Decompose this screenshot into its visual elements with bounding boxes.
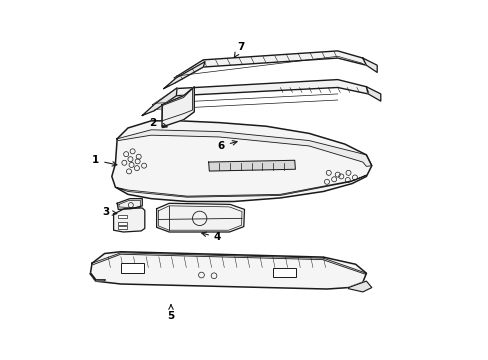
- Polygon shape: [92, 253, 366, 274]
- Polygon shape: [163, 62, 204, 89]
- Text: 2: 2: [149, 118, 167, 128]
- Text: 1: 1: [92, 155, 117, 166]
- Bar: [118, 226, 127, 229]
- Text: 6: 6: [217, 141, 237, 151]
- Polygon shape: [142, 88, 177, 116]
- Polygon shape: [90, 252, 366, 289]
- Polygon shape: [117, 199, 142, 210]
- Bar: [273, 267, 296, 277]
- Polygon shape: [113, 208, 144, 232]
- Polygon shape: [174, 51, 366, 83]
- Text: 7: 7: [234, 42, 244, 58]
- Bar: [118, 222, 127, 225]
- Polygon shape: [90, 273, 105, 281]
- Polygon shape: [348, 281, 371, 292]
- Polygon shape: [362, 58, 376, 72]
- Polygon shape: [153, 80, 367, 111]
- Polygon shape: [162, 87, 194, 127]
- Text: 4: 4: [202, 232, 221, 242]
- Text: 5: 5: [167, 305, 174, 321]
- Polygon shape: [156, 203, 244, 232]
- Polygon shape: [208, 160, 295, 171]
- Polygon shape: [112, 121, 371, 202]
- Polygon shape: [366, 87, 380, 101]
- Text: 3: 3: [102, 207, 117, 217]
- Bar: [118, 215, 127, 219]
- Bar: [121, 263, 144, 273]
- Polygon shape: [117, 130, 371, 166]
